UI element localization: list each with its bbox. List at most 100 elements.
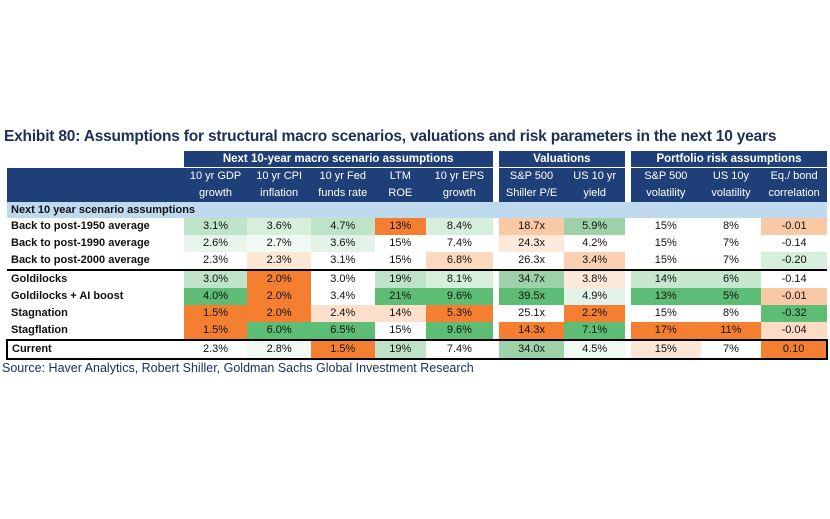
gap-cell xyxy=(624,167,631,185)
table-cell: 6.8% xyxy=(426,252,493,270)
table-cell: 15% xyxy=(374,252,427,270)
table-row: Back to post-1990 average 2.6% 2.7% 3.6% 15%… xyxy=(7,235,827,252)
table-cell: 3.8% xyxy=(564,269,625,288)
gap-cell xyxy=(492,167,499,185)
column-header: Eq./ bond xyxy=(761,167,827,185)
group-macro: Next 10-year macro scenario assumptions xyxy=(183,151,493,168)
table-row: Stagnation 1.5% 2.0% 2.4% 14% 5.3% 25.1x 2.2% 15… xyxy=(7,305,827,322)
table-cell: 13% xyxy=(630,288,701,305)
table-cell: 7.4% xyxy=(426,235,493,252)
table-cell: 15% xyxy=(374,235,427,252)
table-cell: 3.6% xyxy=(247,218,311,235)
table-cell: 2.3% xyxy=(183,252,248,270)
table-cell: 17% xyxy=(630,322,701,340)
table-cell: 2.0% xyxy=(247,305,311,322)
table-cell: 5.9% xyxy=(564,218,625,235)
table-cell: 3.1% xyxy=(183,218,248,235)
table-row: Back to post-1950 average 3.1% 3.6% 4.7% 13%… xyxy=(7,218,827,235)
table-cell: 34.0x xyxy=(498,339,565,360)
gap-cell xyxy=(492,305,499,322)
table-cell: 3.0% xyxy=(183,269,248,288)
table-row: Goldilocks 3.0% 2.0% 3.0% 19% 8.1% 34.7x 3.8% 14… xyxy=(7,269,827,288)
table-cell: 1.5% xyxy=(310,339,375,360)
column-header: inflation xyxy=(247,185,311,202)
table-cell: 15% xyxy=(630,218,701,235)
table-cell: -0.01 xyxy=(761,218,827,235)
column-header: volatility xyxy=(630,185,701,202)
table-cell: -0.14 xyxy=(761,235,827,252)
table-cell: 2.8% xyxy=(247,339,311,360)
table-cell: 6% xyxy=(700,269,762,288)
table-cell: 4.2% xyxy=(564,235,625,252)
row-label: Goldilocks xyxy=(7,269,184,288)
table-cell: 4.9% xyxy=(564,288,625,305)
table-cell: 3.6% xyxy=(310,235,375,252)
table-cell: 3.4% xyxy=(564,252,625,270)
table-cell: 21% xyxy=(374,288,427,305)
table-cell: 3.0% xyxy=(310,269,375,288)
column-header: S&P 500 xyxy=(630,167,701,185)
table-cell: 15% xyxy=(374,322,427,340)
column-header: funds rate xyxy=(310,185,375,202)
table-cell: 3.1% xyxy=(310,252,375,270)
table-cell: 15% xyxy=(630,305,701,322)
table-cell: 15% xyxy=(630,339,701,360)
table-row: Current 2.3% 2.8% 1.5% 19% 7.4% 34.0x 4.5% 15% 7%… xyxy=(6,339,828,360)
table-cell: -0.04 xyxy=(761,322,827,340)
scenario-table: Next 10-year macro scenario assumptions … xyxy=(6,151,828,360)
gap-cell xyxy=(492,339,499,360)
gap-cell xyxy=(624,269,631,288)
table-cell: 2.6% xyxy=(183,235,248,252)
table-cell: 2.3% xyxy=(247,252,311,270)
exhibit-title: Exhibit 80: Assumptions for structural m… xyxy=(4,128,777,145)
section-label: Next 10 year scenario assumptions xyxy=(7,202,827,218)
table-cell: 7% xyxy=(700,235,762,252)
table-cell: 25.1x xyxy=(498,305,565,322)
table-cell: 7% xyxy=(700,339,762,360)
table-cell: 6.0% xyxy=(247,322,311,340)
table-cell: 13% xyxy=(374,218,427,235)
table-cell: -0.20 xyxy=(761,252,827,270)
column-header: US 10y xyxy=(700,167,762,185)
table-cell: 2.0% xyxy=(247,269,311,288)
column-header: yield xyxy=(564,185,625,202)
gap-cell xyxy=(624,235,631,252)
table-cell: 5.3% xyxy=(426,305,493,322)
table-cell: 8.4% xyxy=(426,218,493,235)
table-cell: 15% xyxy=(630,252,701,270)
table-cell: 8% xyxy=(700,305,762,322)
row-label: Goldilocks + AI boost xyxy=(11,290,124,302)
table-cell: 2.4% xyxy=(310,305,375,322)
column-header: 10 yr CPI xyxy=(247,167,311,185)
group-header-row: Next 10-year macro scenario assumptions … xyxy=(7,151,827,168)
group-valuations: Valuations xyxy=(498,151,625,168)
table-cell: 6.5% xyxy=(310,322,375,340)
table-cell: 7.4% xyxy=(426,339,493,360)
gap-cell xyxy=(492,322,499,340)
column-header: 10 yr GDP xyxy=(183,167,248,185)
gap-cell xyxy=(624,185,631,202)
table-cell: 19% xyxy=(374,339,427,360)
gap-cell xyxy=(492,185,499,202)
table-cell: 1.5% xyxy=(183,305,248,322)
table-row: Stagflation 1.5% 6.0% 6.5% 15% 9.6% 14.3x 7.1% 1… xyxy=(7,322,827,340)
table-cell: 2.7% xyxy=(247,235,311,252)
table-cell: 9.6% xyxy=(426,288,493,305)
table-cell: -0.14 xyxy=(761,269,827,288)
table-cell: 2.0% xyxy=(247,288,311,305)
table-cell: 11% xyxy=(700,322,762,340)
column-header: LTM xyxy=(374,167,427,185)
table-cell: 9.6% xyxy=(426,322,493,340)
column-header: volatility xyxy=(700,185,762,202)
column-header: Shiller P/E xyxy=(498,185,565,202)
column-header: 10 yr EPS xyxy=(426,167,493,185)
header-blank xyxy=(7,185,184,202)
row-label: Stagflation xyxy=(11,324,68,336)
table-cell: 0.10 xyxy=(761,339,828,360)
gap-cell xyxy=(624,218,631,235)
table-cell: 26.3x xyxy=(498,252,565,270)
column-header: 10 yr Fed xyxy=(310,167,375,185)
table-cell: 4.7% xyxy=(310,218,375,235)
column-header: US 10 yr xyxy=(564,167,625,185)
table-cell: 1.5% xyxy=(183,322,248,340)
